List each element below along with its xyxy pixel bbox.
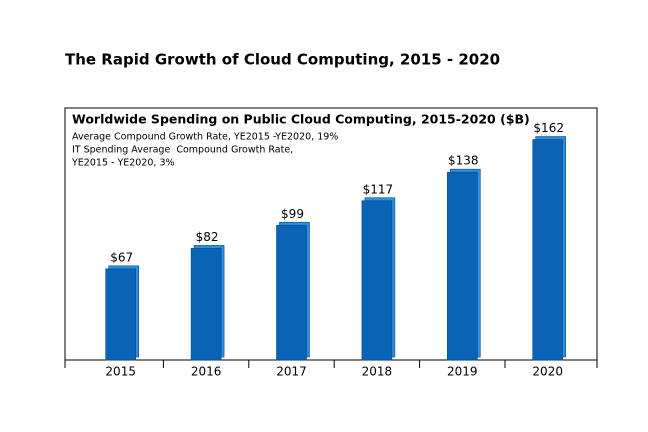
bar	[105, 268, 136, 361]
annotation: YE2015 - YE2020, 3%	[71, 158, 175, 169]
x-tick-label: 2016	[191, 365, 222, 379]
chart-subtitle: Worldwide Spending on Public Cloud Compu…	[72, 112, 530, 127]
value-label: $82	[196, 230, 219, 244]
value-label: $162	[533, 121, 564, 135]
bar	[190, 248, 222, 361]
bar	[361, 200, 393, 361]
chart-title: The Rapid Growth of Cloud Computing, 201…	[65, 51, 500, 69]
value-label: $67	[110, 250, 133, 264]
bar	[446, 171, 478, 361]
bar	[532, 139, 564, 361]
annotation: IT Spending Average Compound Growth Rate…	[72, 145, 293, 156]
value-label: $99	[281, 207, 304, 221]
x-tick-label: 2020	[532, 365, 563, 379]
value-label: $117	[363, 182, 394, 196]
annotation: Average Compound Growth Rate, YE2015 -YE…	[72, 132, 338, 143]
x-tick-label: 2017	[276, 365, 307, 379]
x-tick-label: 2018	[362, 365, 393, 379]
x-tick-label: 2019	[447, 365, 478, 379]
value-label: $138	[448, 154, 479, 168]
bar	[276, 224, 307, 361]
x-tick-label: 2015	[105, 365, 136, 379]
